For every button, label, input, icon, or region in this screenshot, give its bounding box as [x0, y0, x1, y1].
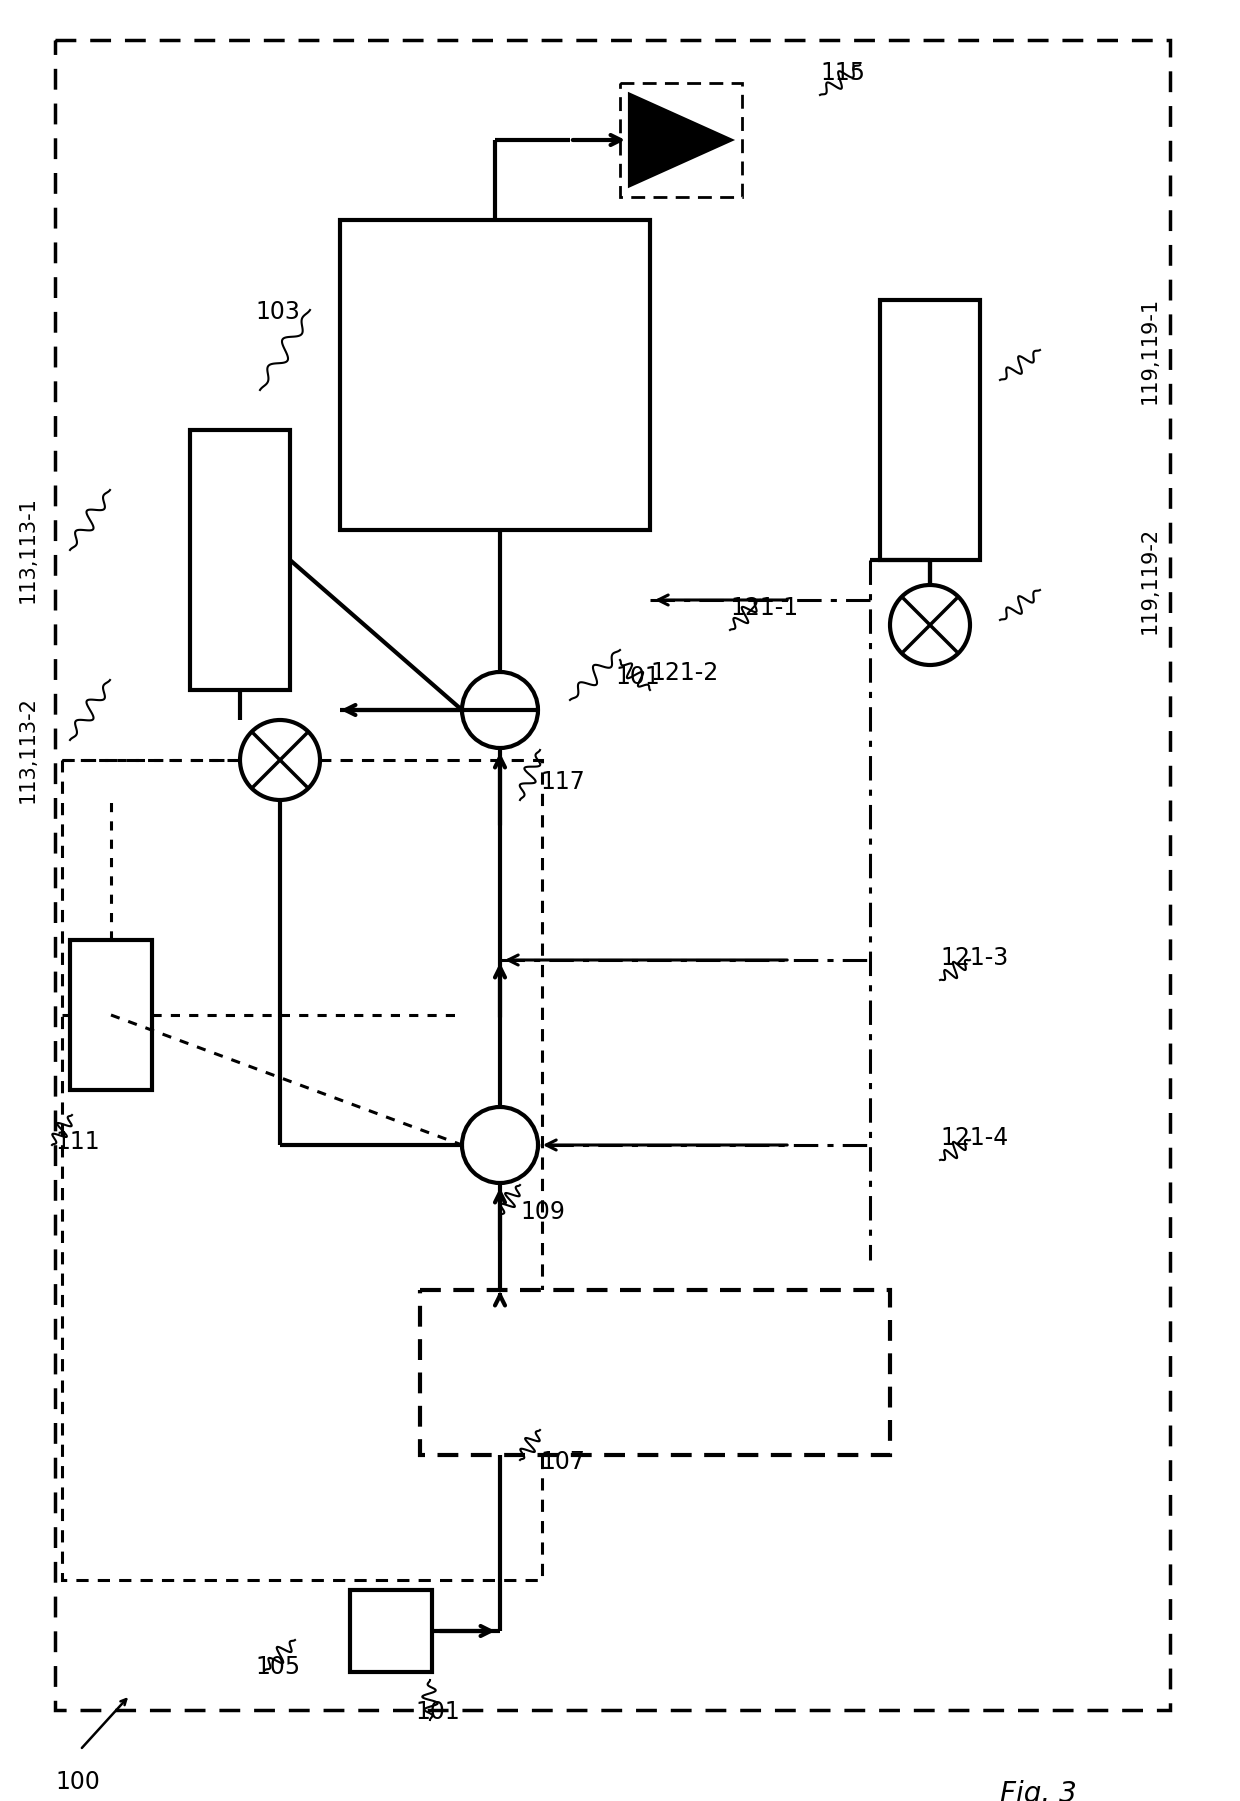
Polygon shape	[630, 95, 730, 186]
Text: Fig. 3: Fig. 3	[999, 1779, 1076, 1801]
Text: 100: 100	[55, 1770, 100, 1794]
Bar	[880, 301, 980, 560]
Circle shape	[463, 1108, 538, 1183]
Text: 121-1: 121-1	[730, 596, 799, 620]
Text: 101: 101	[415, 1700, 460, 1724]
Text: 117: 117	[539, 771, 585, 794]
Circle shape	[890, 585, 970, 665]
Text: 107: 107	[539, 1450, 585, 1473]
Circle shape	[241, 720, 320, 800]
Text: 113,113-2: 113,113-2	[19, 697, 38, 803]
Bar	[620, 83, 742, 196]
Text: 121-2: 121-2	[650, 661, 718, 684]
Circle shape	[463, 672, 538, 747]
Bar	[350, 1590, 432, 1671]
Text: 109: 109	[520, 1199, 565, 1225]
Bar	[420, 1290, 890, 1455]
Text: 121-4: 121-4	[940, 1126, 1008, 1151]
Text: 119,119-2: 119,119-2	[1140, 526, 1159, 634]
Bar	[55, 40, 1171, 1709]
Bar	[340, 220, 650, 529]
Bar	[62, 760, 542, 1579]
Bar	[69, 940, 153, 1090]
Bar	[190, 430, 290, 690]
Text: 121-3: 121-3	[940, 946, 1008, 971]
Text: 111: 111	[55, 1129, 99, 1154]
Text: 115: 115	[820, 61, 866, 85]
Text: 103: 103	[255, 301, 300, 324]
Text: 105: 105	[255, 1655, 300, 1679]
Text: 119,119-1: 119,119-1	[1140, 297, 1159, 403]
Text: 113,113-1: 113,113-1	[19, 497, 38, 603]
Text: 101: 101	[615, 665, 660, 690]
